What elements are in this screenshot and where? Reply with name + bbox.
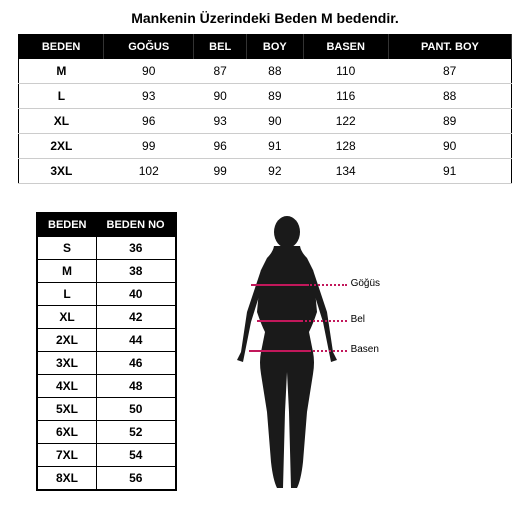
hip-line (249, 350, 309, 352)
table-row: 7XL54 (37, 444, 176, 467)
table-row: 2XL44 (37, 329, 176, 352)
hip-dots (309, 350, 347, 352)
table-cell: XL (19, 109, 104, 134)
column-header: BEL (194, 35, 247, 60)
table-cell: L (19, 84, 104, 109)
table-cell: 87 (388, 59, 511, 84)
table-row: 8XL56 (37, 467, 176, 491)
column-header: BEDEN NO (97, 213, 176, 237)
table-cell: 92 (247, 159, 303, 184)
table-cell: 54 (97, 444, 176, 467)
table-row: M38 (37, 260, 176, 283)
table-cell: 128 (303, 134, 388, 159)
silhouette-icon (217, 212, 357, 492)
bust-dots (307, 284, 347, 286)
table-cell: XL (37, 306, 97, 329)
table-cell: 89 (388, 109, 511, 134)
table-cell: 46 (97, 352, 176, 375)
table-cell: 4XL (37, 375, 97, 398)
table-cell: 90 (388, 134, 511, 159)
table-cell: 38 (97, 260, 176, 283)
table-row: M90878811087 (19, 59, 512, 84)
column-header: BASEN (303, 35, 388, 60)
table-cell: 102 (104, 159, 194, 184)
body-figure: Göğüs Bel Basen (207, 212, 427, 492)
size-conversion-table: BEDENBEDEN NO S36M38L40XL422XL443XL464XL… (36, 212, 177, 491)
table-row: 3XL102999213491 (19, 159, 512, 184)
table-cell: 96 (194, 134, 247, 159)
table-cell: 8XL (37, 467, 97, 491)
table-cell: 3XL (37, 352, 97, 375)
table-cell: 91 (388, 159, 511, 184)
table-cell: 7XL (37, 444, 97, 467)
table-cell: 3XL (19, 159, 104, 184)
table-cell: 90 (247, 109, 303, 134)
table-row: 5XL50 (37, 398, 176, 421)
table-cell: 52 (97, 421, 176, 444)
table-cell: 93 (104, 84, 194, 109)
table-row: S36 (37, 237, 176, 260)
size-header-row: BEDENBEDEN NO (37, 213, 176, 237)
table-cell: 99 (194, 159, 247, 184)
table-cell: 2XL (37, 329, 97, 352)
measurements-header-row: BEDENGOĞUSBELBOYBASENPANT. BOY (19, 35, 512, 60)
table-row: 6XL52 (37, 421, 176, 444)
table-row: XL96939012289 (19, 109, 512, 134)
waist-line (257, 320, 301, 322)
table-cell: M (37, 260, 97, 283)
table-cell: 116 (303, 84, 388, 109)
table-cell: 91 (247, 134, 303, 159)
lower-section: BEDENBEDEN NO S36M38L40XL422XL443XL464XL… (18, 212, 512, 492)
column-header: BEDEN (19, 35, 104, 60)
table-cell: M (19, 59, 104, 84)
table-cell: 90 (194, 84, 247, 109)
table-row: 2XL99969112890 (19, 134, 512, 159)
table-cell: 5XL (37, 398, 97, 421)
bust-line (251, 284, 307, 286)
table-cell: 134 (303, 159, 388, 184)
table-row: L40 (37, 283, 176, 306)
table-cell: 99 (104, 134, 194, 159)
waist-label: Bel (351, 314, 365, 325)
table-cell: 96 (104, 109, 194, 134)
table-cell: 36 (97, 237, 176, 260)
table-cell: 44 (97, 329, 176, 352)
table-cell: 2XL (19, 134, 104, 159)
table-cell: 6XL (37, 421, 97, 444)
table-cell: 88 (388, 84, 511, 109)
table-row: XL42 (37, 306, 176, 329)
table-cell: 89 (247, 84, 303, 109)
page-title: Mankenin Üzerindeki Beden M bedendir. (18, 10, 512, 26)
table-cell: 122 (303, 109, 388, 134)
column-header: GOĞUS (104, 35, 194, 60)
table-cell: 56 (97, 467, 176, 491)
table-cell: L (37, 283, 97, 306)
table-cell: 42 (97, 306, 176, 329)
table-cell: 48 (97, 375, 176, 398)
table-cell: 110 (303, 59, 388, 84)
bust-label: Göğüs (351, 278, 380, 289)
table-cell: 50 (97, 398, 176, 421)
table-cell: S (37, 237, 97, 260)
column-header: BOY (247, 35, 303, 60)
table-cell: 87 (194, 59, 247, 84)
table-row: 4XL48 (37, 375, 176, 398)
table-cell: 88 (247, 59, 303, 84)
waist-dots (301, 320, 347, 322)
table-row: L93908911688 (19, 84, 512, 109)
column-header: PANT. BOY (388, 35, 511, 60)
measurements-table: BEDENGOĞUSBELBOYBASENPANT. BOY M90878811… (18, 34, 512, 184)
table-row: 3XL46 (37, 352, 176, 375)
table-cell: 93 (194, 109, 247, 134)
table-cell: 40 (97, 283, 176, 306)
hip-label: Basen (351, 344, 379, 355)
table-cell: 90 (104, 59, 194, 84)
column-header: BEDEN (37, 213, 97, 237)
